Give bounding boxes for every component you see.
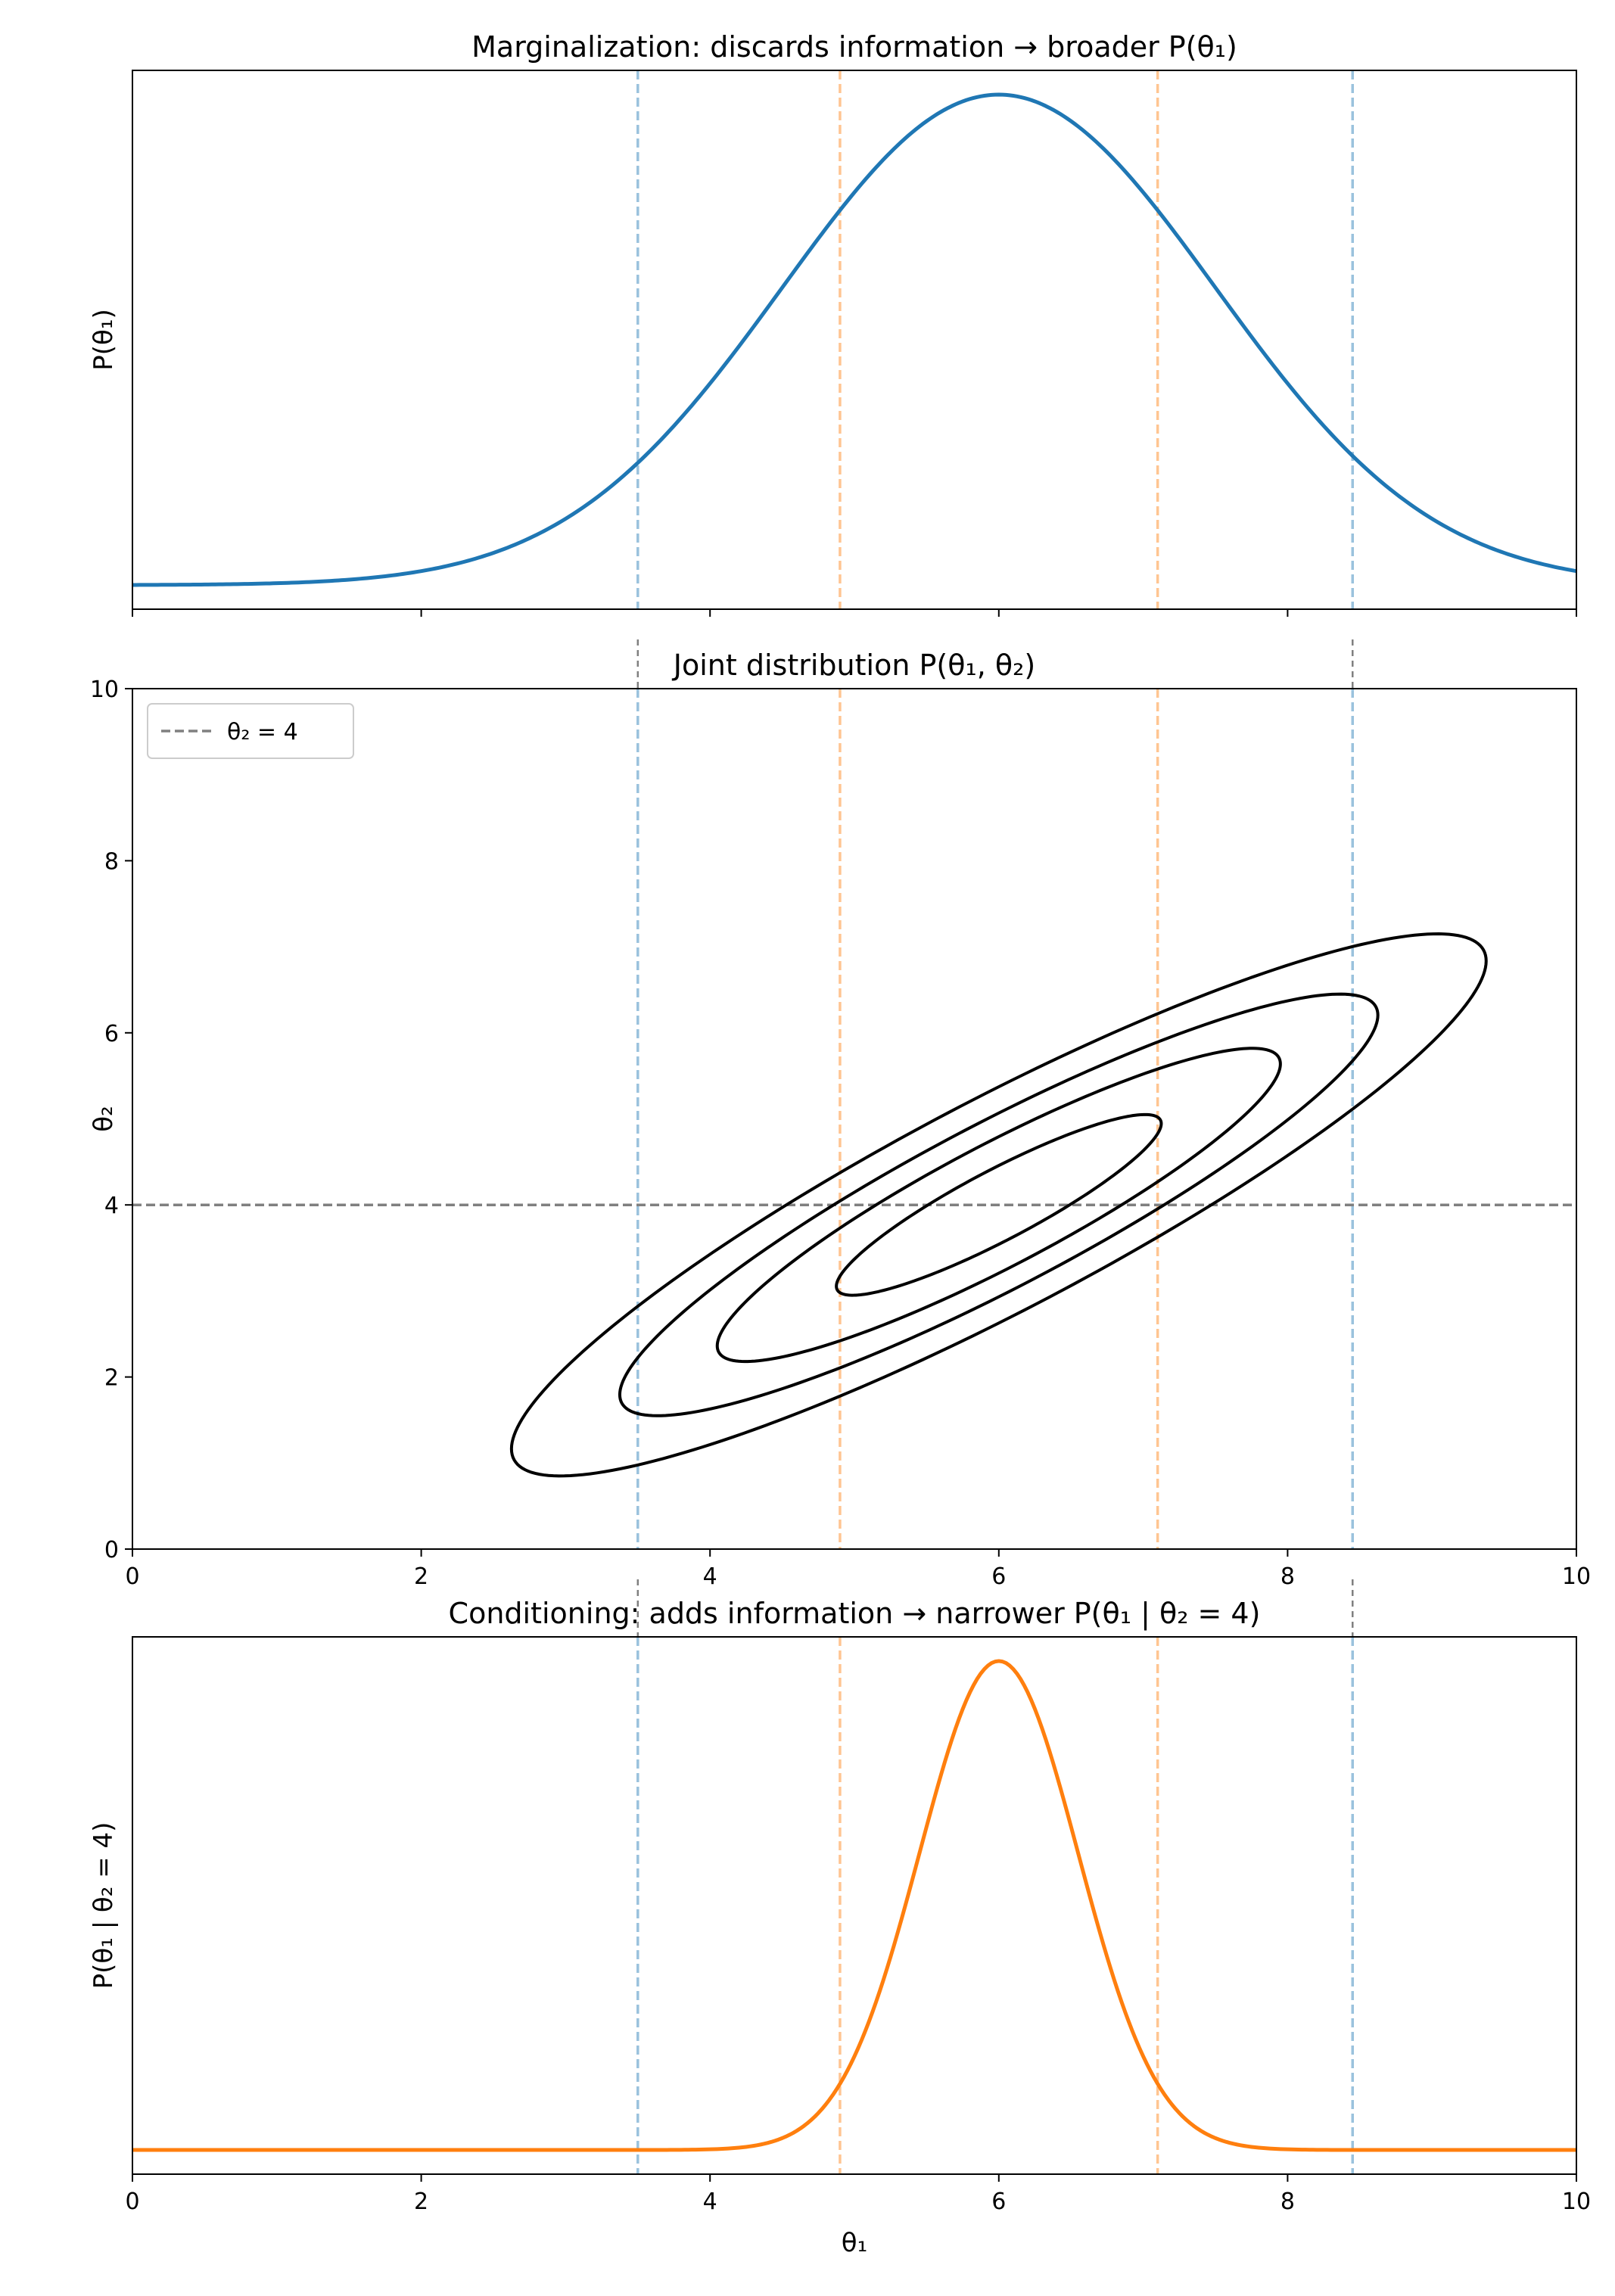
marginal-title: Marginalization: discards information → …: [471, 30, 1237, 64]
contour-level-0: [835, 1112, 1163, 1297]
x-tick-label-3: 6: [991, 1563, 1006, 1590]
x-tick-label-3: 6: [991, 2189, 1006, 2215]
joint-ticks: 0 2 4 6 8 10 0 2 4 6 8 10: [90, 677, 1591, 1590]
marginal-axes-frame: [132, 70, 1577, 610]
x-tick-label-5: 10: [1562, 1563, 1591, 1590]
joint-axes-frame: [132, 688, 1577, 1550]
conditional-ticks: 0 2 4 6 8 10: [125, 2174, 1591, 2215]
joint-title: Joint distribution P(θ₁, θ₂): [672, 649, 1035, 682]
marginal-ylabel: P(θ₁): [89, 309, 119, 370]
y-tick-label-2: 4: [104, 1193, 119, 1219]
x-tick-label-1: 2: [414, 2189, 428, 2215]
conditional-title: Conditioning: adds information → narrowe…: [449, 1597, 1261, 1631]
x-tick-label-5: 10: [1562, 2189, 1591, 2215]
joint-reference-lines: [636, 689, 1355, 1549]
marginal-panel: Marginalization: discards information → …: [89, 30, 1577, 617]
joint-legend: θ₂ = 4: [147, 703, 354, 759]
marginal-reference-lines: [636, 70, 1355, 609]
x-tick-label-4: 8: [1280, 1563, 1295, 1590]
x-tick-label-1: 2: [414, 1563, 428, 1590]
legend-label: θ₂ = 4: [227, 719, 298, 745]
conditional-curve-layer: [132, 1659, 1576, 2152]
conditional-ylabel: P(θ₁ | θ₂ = 4): [89, 1822, 119, 1990]
x-tick-label-4: 8: [1280, 2189, 1295, 2215]
contour-level-2: [618, 992, 1380, 1417]
legend-box: [147, 703, 354, 759]
joint-panel: 0 2 4 6 8 10 0 2 4 6 8 10 θ₂ = 4 Joint distribution…: [89, 649, 1591, 1590]
x-tick-label-2: 4: [703, 1563, 717, 1590]
x-tick-label-0: 0: [125, 2189, 139, 2215]
conditional-panel: 0 2 4 6 8 10 Conditioning: adds information →…: [89, 1597, 1591, 2258]
y-tick-label-0: 0: [104, 1537, 119, 1563]
conditional-xlabel: θ₁: [842, 2228, 867, 2258]
joint-ylabel: θ₂: [89, 1106, 119, 1131]
conditional-axes-frame: [132, 1636, 1577, 2175]
connector-layer: [636, 639, 1354, 1637]
y-tick-label-1: 2: [104, 1365, 119, 1392]
joint-contour-layer: [132, 932, 1576, 1478]
density-curve: [132, 92, 1577, 587]
x-tick-label-0: 0: [125, 1563, 139, 1590]
marginal-ticks: [132, 609, 1577, 617]
contour-level-3: [509, 932, 1488, 1478]
marginal-curve-layer: [132, 92, 1577, 587]
x-tick-label-2: 4: [703, 2189, 717, 2215]
density-curve: [132, 1659, 1576, 2152]
y-tick-label-3: 6: [104, 1021, 119, 1047]
y-tick-label-5: 10: [90, 677, 119, 703]
contour-level-1: [715, 1047, 1282, 1364]
y-tick-label-4: 8: [104, 848, 119, 875]
conditional-reference-lines: [636, 1637, 1355, 2174]
